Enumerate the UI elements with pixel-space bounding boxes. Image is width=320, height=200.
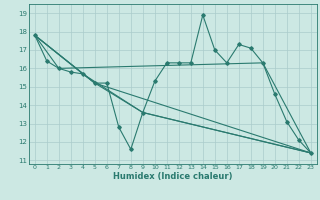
X-axis label: Humidex (Indice chaleur): Humidex (Indice chaleur)	[113, 172, 233, 181]
